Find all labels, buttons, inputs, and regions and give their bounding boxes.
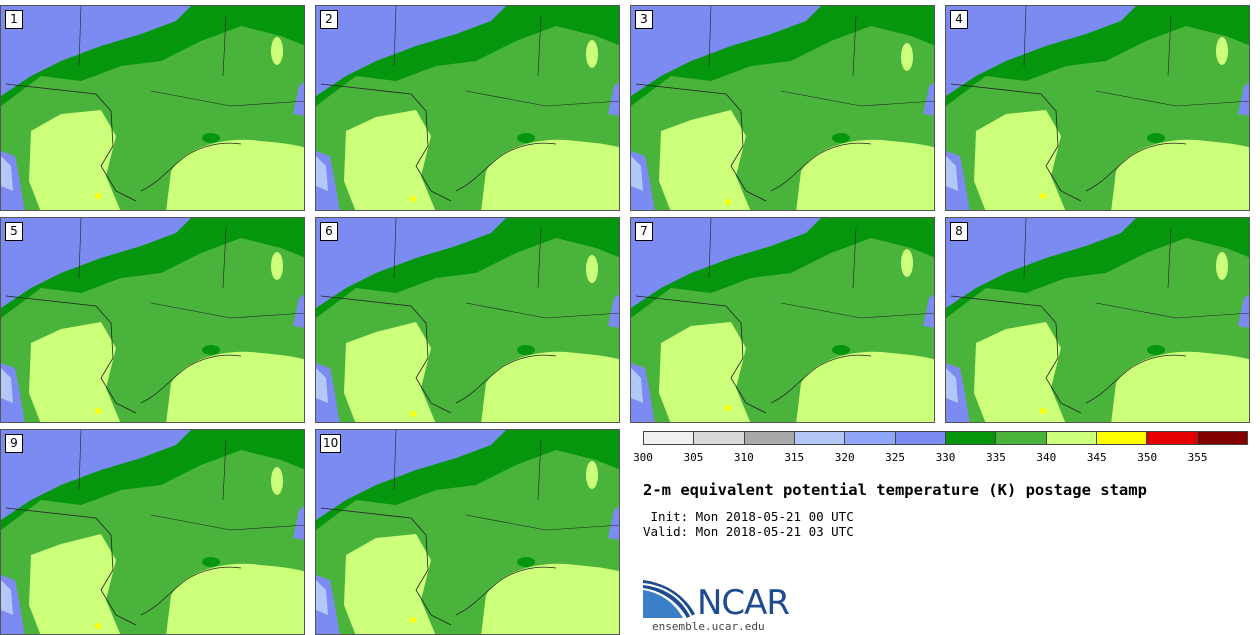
stamp-number: 3 <box>635 10 653 29</box>
figure-title: 2-m equivalent potential temperature (K)… <box>643 481 1147 499</box>
stamp-number: 5 <box>5 222 23 241</box>
colorbar-segment <box>1096 432 1148 444</box>
colorbar-tick-label: 345 <box>1086 451 1107 464</box>
stamp-map <box>1 218 304 422</box>
stamp-number: 4 <box>950 10 968 29</box>
ncar-logo-icon <box>643 580 695 618</box>
colorbar <box>643 431 1248 445</box>
colorbar-tick-label: 350 <box>1137 451 1158 464</box>
colorbar-ticks: 300 305 310 315 320 325 330 335 340 345 350 355 <box>633 451 1248 465</box>
stamp-panel: 4 <box>945 5 1250 211</box>
stamp-panel: 9 <box>0 429 305 635</box>
stamp-panel: 5 <box>0 217 305 423</box>
colorbar-tick-label: 335 <box>985 451 1006 464</box>
colorbar-tick-label: 305 <box>683 451 704 464</box>
colorbar-segment <box>1197 432 1247 444</box>
stamp-map <box>1 6 304 210</box>
stamp-map <box>316 6 619 210</box>
stamp-number: 10 <box>320 434 342 453</box>
colorbar-tick-label: 315 <box>784 451 805 464</box>
colorbar-segment <box>945 432 997 444</box>
stamp-number: 6 <box>320 222 338 241</box>
stamp-map <box>946 218 1249 422</box>
stamp-map <box>631 218 934 422</box>
colorbar-segment <box>644 432 695 444</box>
colorbar-segment <box>1046 432 1097 444</box>
logo-url: ensemble.ucar.edu <box>652 620 765 633</box>
stamp-panel: 6 <box>315 217 620 423</box>
stamp-map <box>316 218 619 422</box>
colorbar-segment <box>794 432 846 444</box>
colorbar-segment <box>694 432 745 444</box>
stamp-number: 9 <box>5 434 23 453</box>
stamp-map <box>316 430 619 634</box>
colorbar-tick-label: 310 <box>733 451 754 464</box>
colorbar-tick-label: 330 <box>935 451 956 464</box>
valid-time: Valid: Mon 2018-05-21 03 UTC <box>643 524 854 539</box>
stamp-panel: 8 <box>945 217 1250 423</box>
init-time: Init: Mon 2018-05-21 00 UTC <box>643 509 854 524</box>
logo-text: NCAR <box>697 583 790 623</box>
colorbar-segment <box>895 432 946 444</box>
stamp-panel: 1 <box>0 5 305 211</box>
colorbar-segment <box>845 432 896 444</box>
stamp-panel: 10 <box>315 429 620 635</box>
stamp-panel: 2 <box>315 5 620 211</box>
colorbar-segment <box>1147 432 1198 444</box>
stamp-number: 2 <box>320 10 338 29</box>
stamp-number: 1 <box>5 10 23 29</box>
stamp-map <box>1 430 304 634</box>
stamp-panel: 7 <box>630 217 935 423</box>
colorbar-tick-label: 325 <box>885 451 906 464</box>
stamp-panel: 3 <box>630 5 935 211</box>
stamp-map <box>631 6 934 210</box>
colorbar-tick-label: 355 <box>1187 451 1208 464</box>
colorbar-segment <box>744 432 795 444</box>
colorbar-tick-label: 300 <box>633 451 653 464</box>
colorbar-segment <box>996 432 1047 444</box>
colorbar-tick-label: 340 <box>1036 451 1057 464</box>
colorbar-tick-label: 320 <box>834 451 855 464</box>
stamp-number: 8 <box>950 222 968 241</box>
stamp-number: 7 <box>635 222 653 241</box>
stamp-map <box>946 6 1249 210</box>
